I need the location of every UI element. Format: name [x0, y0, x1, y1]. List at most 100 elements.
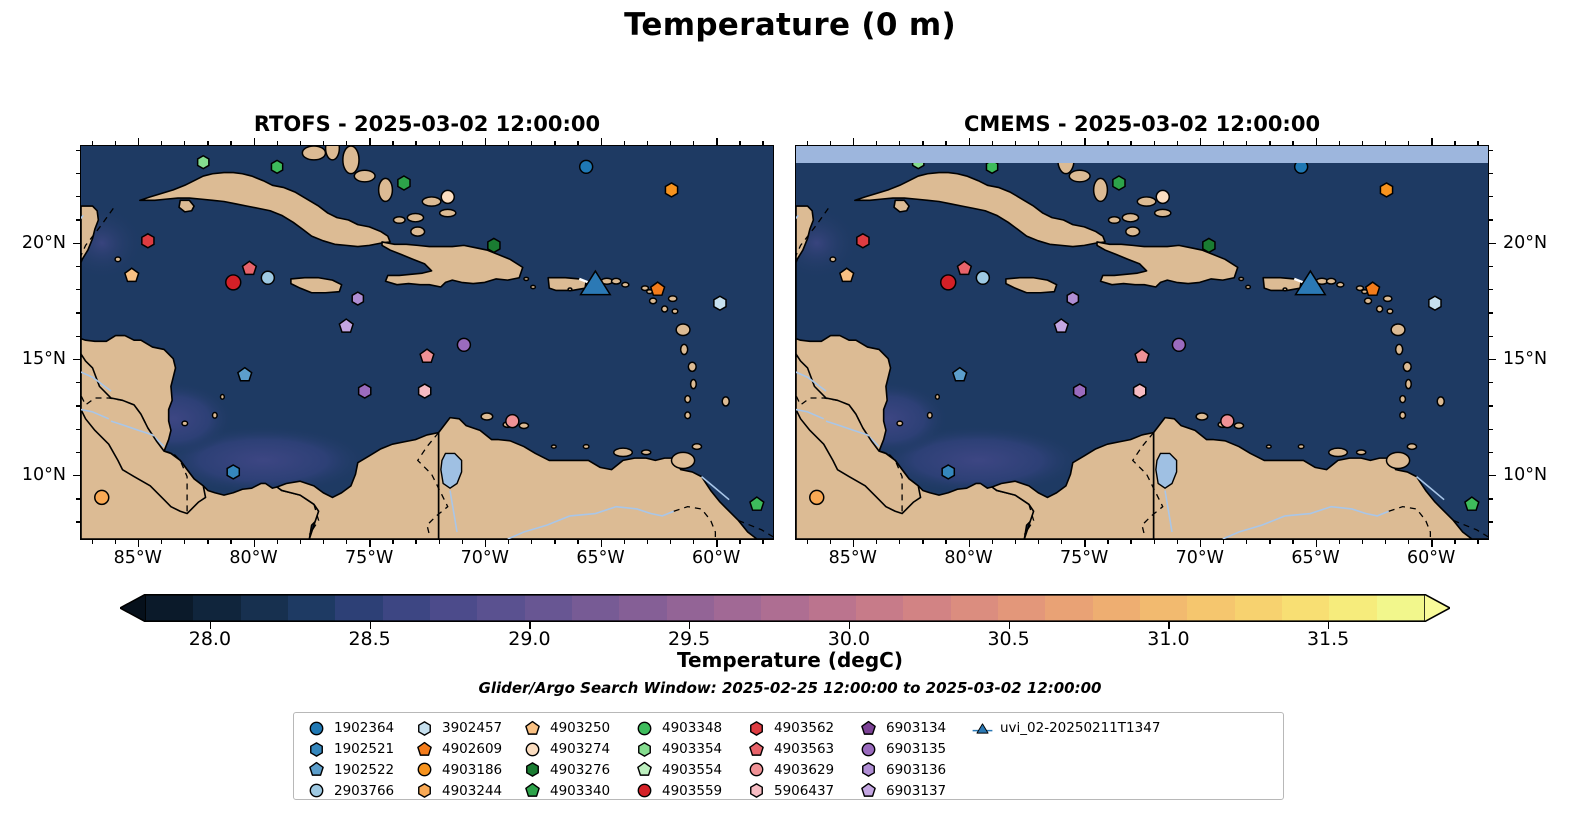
legend-item-4903629[interactable]: 4903629 — [740, 760, 852, 781]
map-marker-6903137[interactable] — [1053, 318, 1070, 333]
legend-item-4902609[interactable]: 4902609 — [408, 739, 516, 760]
y-tick — [1489, 265, 1493, 268]
legend-item-6903137[interactable]: 6903137 — [852, 780, 966, 801]
map-marker-4903554[interactable] — [749, 496, 765, 511]
legend-label: 4903186 — [442, 761, 503, 778]
x-tick-top — [114, 141, 117, 145]
legend-item-4903348[interactable]: 4903348 — [628, 718, 740, 739]
legend-item-6903136[interactable]: 6903136 — [852, 760, 966, 781]
map-marker-4903276[interactable] — [1202, 237, 1216, 254]
x-tick — [415, 540, 417, 544]
legend-item-6903135[interactable]: 6903135 — [852, 739, 966, 760]
x-tick — [184, 540, 186, 544]
map-marker-1902521[interactable] — [226, 464, 241, 480]
legend-item-4903186[interactable]: 4903186 — [408, 760, 516, 781]
map-axes-rtofs[interactable] — [80, 145, 774, 540]
legend-item-4903244[interactable]: 4903244 — [408, 780, 516, 801]
map-marker-4903244[interactable] — [94, 489, 110, 506]
map-marker-4903563[interactable] — [241, 260, 258, 276]
map-marker-4903629[interactable] — [1220, 413, 1235, 429]
map-marker-2903766[interactable] — [975, 270, 991, 285]
map-marker-5906437[interactable] — [417, 383, 432, 399]
map-marker-6903135[interactable] — [1171, 337, 1187, 353]
legend-item-4903274[interactable]: 4903274 — [516, 739, 628, 760]
map-marker-1902522[interactable] — [951, 366, 968, 382]
legend-item-4903276[interactable]: 4903276 — [516, 760, 628, 781]
legend-item-3902457[interactable]: 3902457 — [408, 718, 516, 739]
map-marker-6903137[interactable] — [338, 318, 355, 333]
map-marker-4903340[interactable] — [397, 175, 411, 191]
colorbar-tick-label: 30.5 — [987, 628, 1030, 650]
map-marker-1902522[interactable] — [236, 366, 253, 382]
map-marker-4903340[interactable] — [1112, 175, 1126, 191]
legend-item-4903563[interactable]: 4903563 — [740, 739, 852, 760]
map-marker-4903274[interactable] — [1155, 189, 1170, 205]
legend-item-5906437[interactable]: 5906437 — [740, 780, 852, 801]
legend-item-4903250[interactable]: 4903250 — [516, 718, 628, 739]
legend-item-4903562[interactable]: 4903562 — [740, 718, 852, 739]
map-marker-4903559[interactable] — [940, 274, 957, 291]
map-marker-3902457[interactable] — [713, 295, 727, 312]
map-marker-4903274[interactable] — [440, 189, 455, 205]
legend-label: 5906437 — [774, 782, 835, 799]
map-marker-3902457[interactable] — [1428, 295, 1442, 312]
legend-marker-pentagon-icon — [634, 761, 655, 778]
map-marker-1902364[interactable] — [578, 159, 594, 175]
map-marker-6903136[interactable] — [1066, 291, 1080, 306]
map-marker-4903276[interactable] — [487, 237, 501, 254]
legend-item-4903554[interactable]: 4903554 — [628, 760, 740, 781]
platform-legend[interactable]: 1902364 3902457 4903250 4903348 4903562 — [293, 712, 1284, 800]
x-tick — [346, 540, 348, 544]
map-marker-uvi_02-20250211T1347[interactable] — [1294, 269, 1327, 296]
map-marker-4903186[interactable] — [1379, 182, 1394, 198]
colorbar-segment — [1281, 594, 1331, 622]
map-axes-cmems[interactable] — [795, 145, 1489, 540]
x-tick — [1130, 540, 1132, 544]
legend-item-4903354[interactable]: 4903354 — [628, 739, 740, 760]
x-tick — [1269, 540, 1271, 544]
map-marker-4903629[interactable] — [505, 413, 520, 429]
map-marker-4903348[interactable] — [985, 159, 999, 175]
map-marker-uvi_02-20250211T1347[interactable] — [579, 269, 612, 296]
map-marker-5906437[interactable] — [1132, 383, 1147, 399]
map-marker-4903348[interactable] — [270, 159, 284, 175]
colorbar-segment — [1187, 594, 1237, 622]
legend-item-1902364[interactable]: 1902364 — [300, 718, 408, 739]
colorbar-tick — [1008, 622, 1010, 629]
map-marker-4903554[interactable] — [1464, 496, 1480, 511]
map-marker-2903766[interactable] — [260, 270, 276, 285]
map-marker-4903563b[interactable] — [1134, 348, 1150, 363]
legend-item-uvi_02-20250211T1347[interactable]: uvi_02-20250211T1347 — [966, 718, 1279, 739]
map-marker-4902609[interactable] — [649, 281, 666, 296]
legend-item-2903766[interactable]: 2903766 — [300, 780, 408, 801]
map-marker-4903563b[interactable] — [419, 348, 435, 363]
map-marker-6903135[interactable] — [456, 337, 472, 353]
legend-item-1902522[interactable]: 1902522 — [300, 760, 408, 781]
legend-marker-circle-icon — [414, 761, 435, 778]
colorbar[interactable] — [119, 593, 1451, 623]
map-marker-6903134[interactable] — [357, 383, 372, 399]
y-tick — [1489, 335, 1493, 337]
x-tick — [369, 540, 371, 547]
map-marker-1902521[interactable] — [941, 464, 956, 480]
map-marker-4902609[interactable] — [1364, 281, 1381, 296]
legend-label: 4903348 — [662, 720, 723, 737]
map-marker-4903354[interactable] — [196, 154, 210, 170]
map-marker-6903136[interactable] — [351, 291, 365, 306]
map-marker-4903250[interactable] — [838, 267, 855, 283]
map-marker-4903186[interactable] — [664, 182, 679, 198]
map-marker-4903244[interactable] — [809, 489, 825, 506]
x-tick — [276, 540, 278, 544]
colorbar-segment — [572, 594, 621, 622]
legend-item-4903559[interactable]: 4903559 — [628, 780, 740, 801]
legend-item-4903340[interactable]: 4903340 — [516, 780, 628, 801]
legend-item-1902521[interactable]: 1902521 — [300, 739, 408, 760]
map-marker-4903562[interactable] — [141, 232, 155, 249]
x-tick — [461, 540, 464, 544]
map-marker-6903134[interactable] — [1072, 383, 1087, 399]
map-marker-4903562[interactable] — [856, 232, 870, 249]
map-marker-4903250[interactable] — [123, 267, 140, 283]
map-marker-4903559[interactable] — [225, 274, 242, 291]
map-marker-4903563[interactable] — [956, 260, 973, 276]
legend-item-6903134[interactable]: 6903134 — [852, 718, 966, 739]
